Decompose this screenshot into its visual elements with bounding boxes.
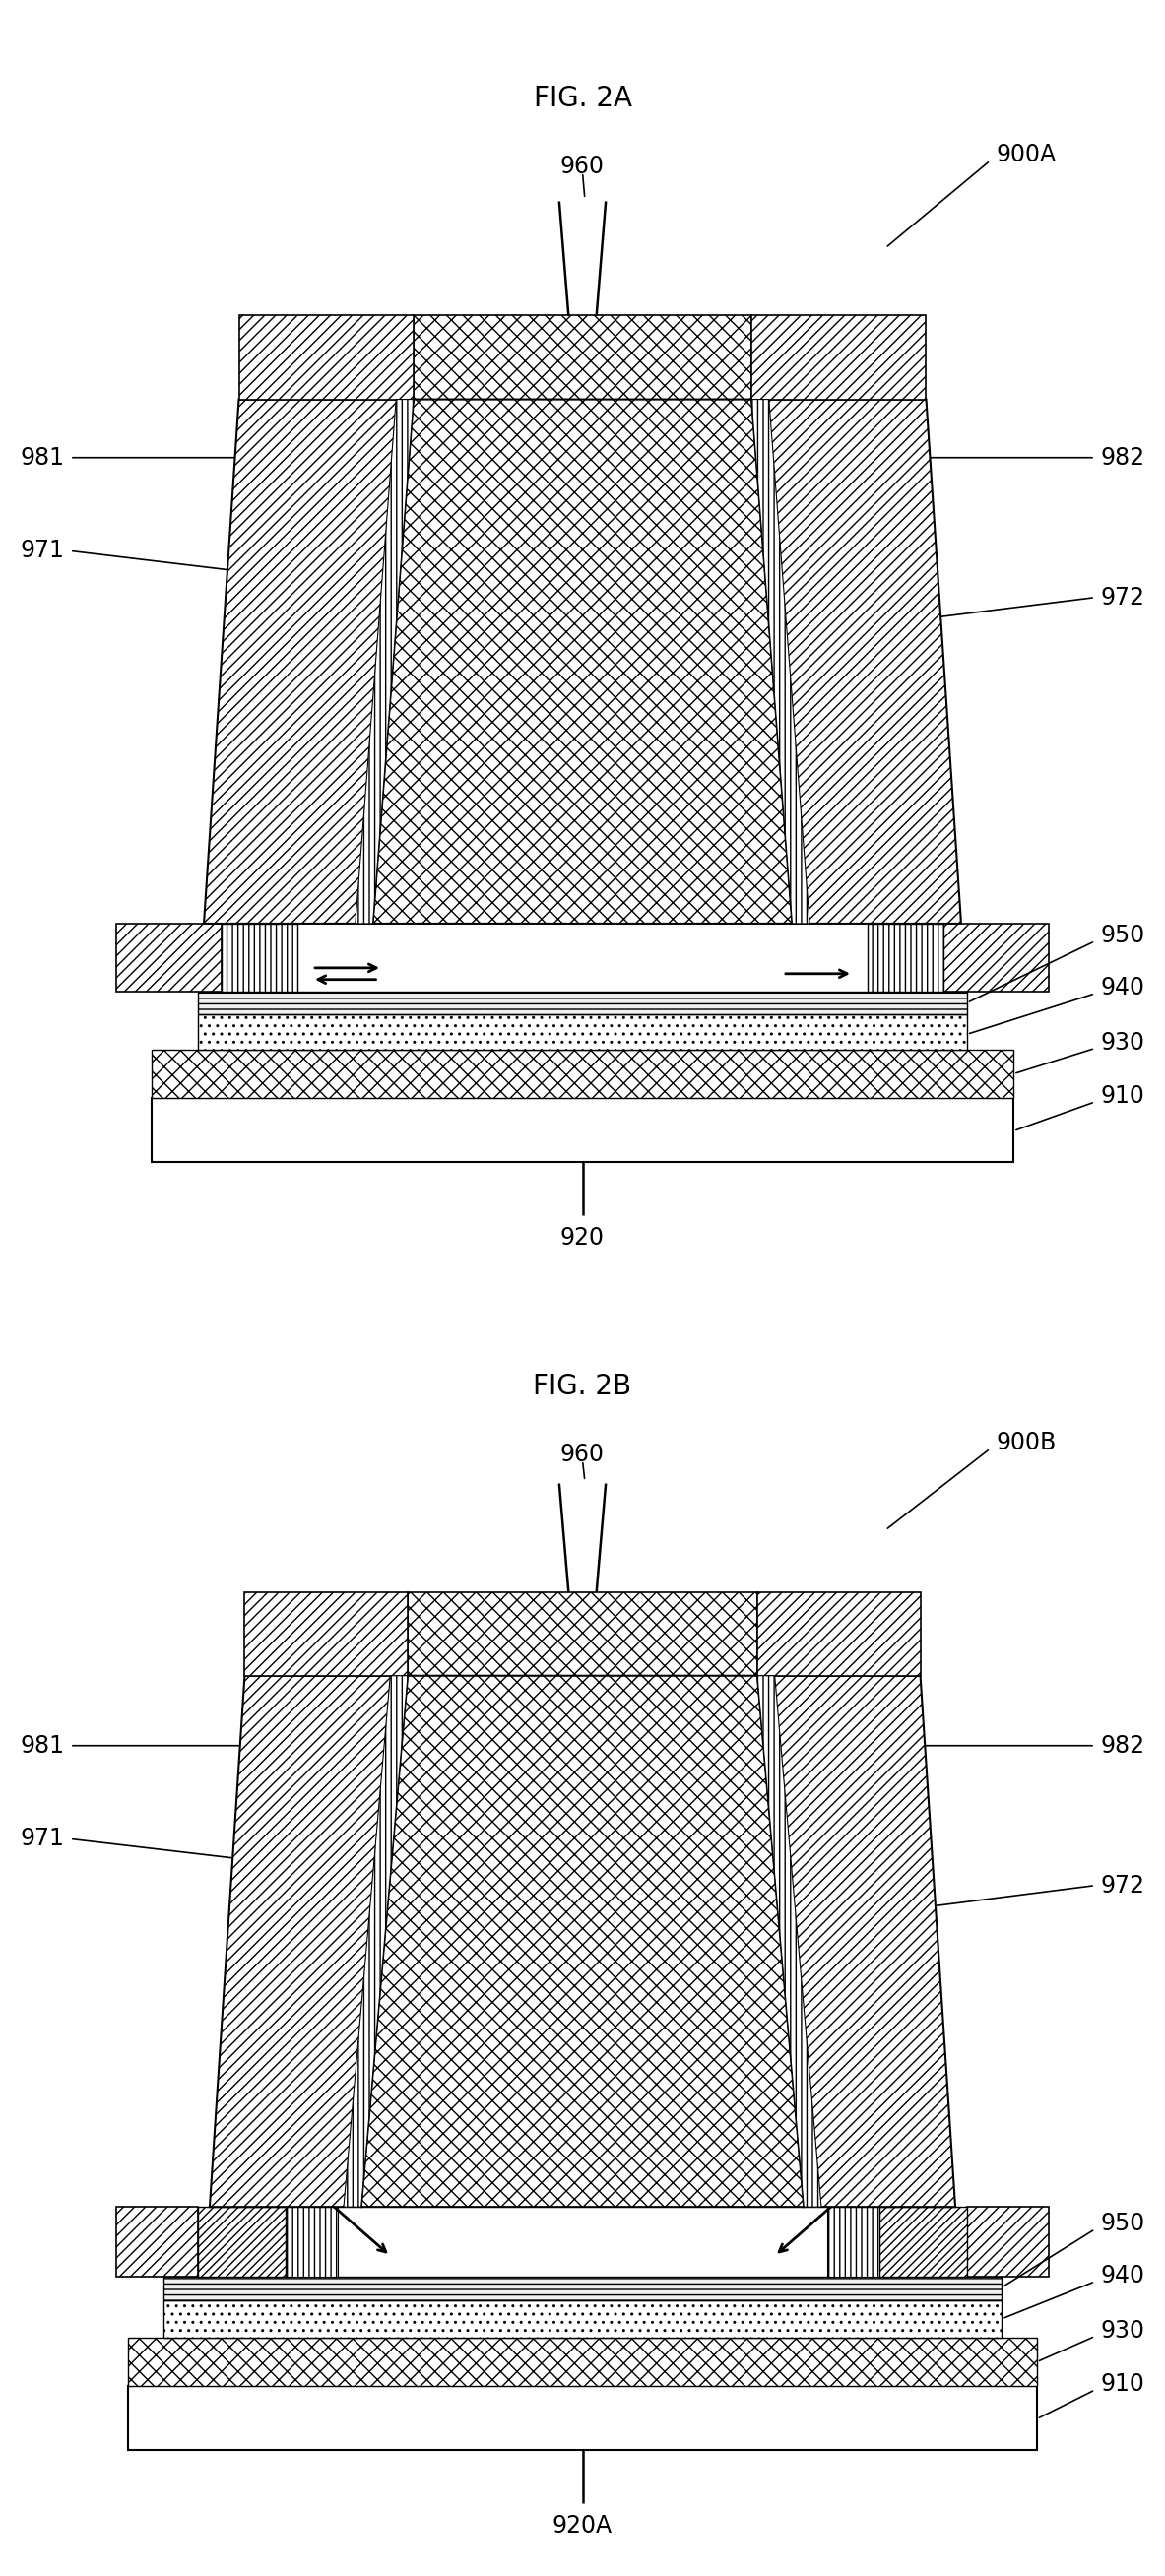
Bar — [967, 2208, 1048, 2277]
Bar — [868, 925, 944, 992]
Polygon shape — [757, 1677, 821, 2208]
Text: 982: 982 — [1101, 446, 1145, 469]
Polygon shape — [751, 399, 961, 925]
Bar — [751, 314, 926, 399]
Bar — [151, 1097, 1014, 1162]
Text: FIG. 2B: FIG. 2B — [534, 1373, 631, 1401]
Bar — [128, 2336, 1037, 2385]
Bar — [198, 1015, 967, 1048]
Text: 972: 972 — [1101, 585, 1145, 608]
Polygon shape — [373, 399, 792, 925]
Text: 981: 981 — [20, 1734, 64, 1757]
Bar — [198, 2208, 285, 2277]
Polygon shape — [355, 399, 414, 925]
Bar — [245, 1592, 408, 1677]
Text: 950: 950 — [1101, 922, 1145, 948]
Text: 920A: 920A — [552, 2514, 613, 2537]
Polygon shape — [210, 1677, 408, 2208]
Bar — [757, 1592, 920, 1677]
Bar — [151, 1048, 1014, 1097]
Bar — [117, 925, 221, 992]
Text: 930: 930 — [1101, 2318, 1145, 2342]
Bar — [163, 2277, 1002, 2300]
Text: 981: 981 — [20, 446, 64, 469]
Bar — [221, 925, 297, 992]
Text: 900A: 900A — [996, 142, 1057, 167]
Bar — [285, 2208, 338, 2277]
Text: FIG. 2A: FIG. 2A — [534, 85, 631, 113]
Text: 940: 940 — [1101, 2264, 1145, 2287]
Text: 971: 971 — [20, 1826, 64, 1850]
Bar — [163, 2300, 1002, 2336]
Text: 960: 960 — [560, 1443, 605, 1466]
Bar — [827, 2208, 880, 2277]
Bar — [198, 992, 967, 1015]
Text: 910: 910 — [1101, 2372, 1145, 2396]
Polygon shape — [361, 1677, 804, 2208]
Polygon shape — [751, 399, 810, 925]
Bar — [414, 314, 751, 399]
Bar — [880, 2208, 967, 2277]
Polygon shape — [204, 399, 414, 925]
Text: 960: 960 — [560, 155, 605, 178]
Polygon shape — [757, 1677, 955, 2208]
Text: 972: 972 — [1101, 1873, 1145, 1896]
Bar — [944, 925, 1048, 992]
Text: 910: 910 — [1101, 1084, 1145, 1108]
Text: 950: 950 — [1101, 2210, 1145, 2236]
Polygon shape — [344, 1677, 408, 2208]
Text: 900B: 900B — [996, 1430, 1057, 1455]
Text: 930: 930 — [1101, 1030, 1145, 1054]
Bar — [128, 2385, 1037, 2450]
Text: 982: 982 — [1101, 1734, 1145, 1757]
Bar — [239, 314, 414, 399]
Bar — [117, 2208, 198, 2277]
Text: 940: 940 — [1101, 976, 1145, 999]
Bar — [408, 1592, 757, 1677]
Text: 920: 920 — [560, 1226, 605, 1249]
Text: 971: 971 — [20, 538, 64, 562]
